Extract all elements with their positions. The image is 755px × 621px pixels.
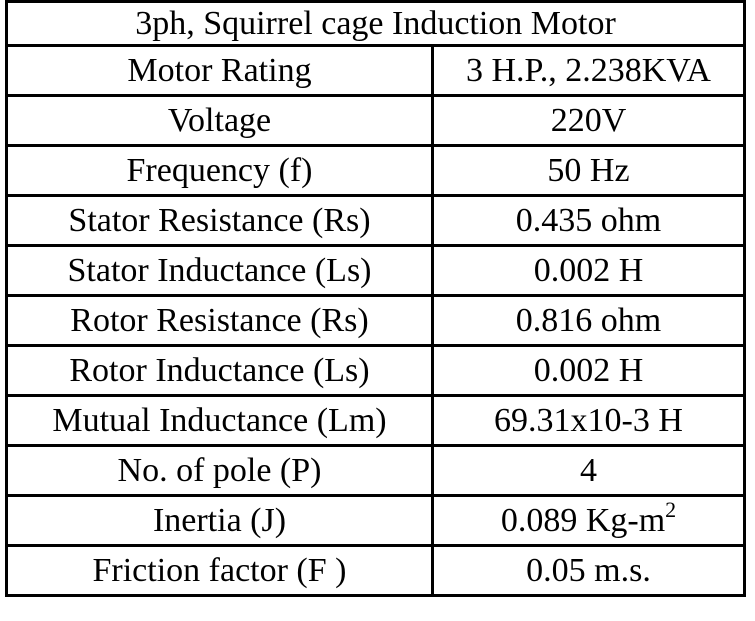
param-name: Motor Rating bbox=[5, 44, 434, 97]
param-value: 50 Hz bbox=[431, 144, 746, 197]
param-value-superscript: 2 bbox=[665, 496, 677, 522]
table-title: 3ph, Squirrel cage Induction Motor bbox=[5, 0, 746, 47]
table-row: Voltage 220V bbox=[5, 94, 746, 147]
param-value: 4 bbox=[431, 444, 746, 497]
table-title-row: 3ph, Squirrel cage Induction Motor bbox=[5, 0, 746, 47]
table-row: Stator Resistance (Rs) 0.435 ohm bbox=[5, 194, 746, 247]
param-value: 220V bbox=[431, 94, 746, 147]
param-value: 0.002 H bbox=[431, 244, 746, 297]
table-row: Motor Rating 3 H.P., 2.238KVA bbox=[5, 44, 746, 97]
param-name: Rotor Inductance (Ls) bbox=[5, 344, 434, 397]
motor-parameters-table: 3ph, Squirrel cage Induction Motor Motor… bbox=[5, 0, 746, 597]
param-name: Stator Resistance (Rs) bbox=[5, 194, 434, 247]
param-value: 0.435 ohm bbox=[431, 194, 746, 247]
param-value: 0.089 Kg-m2 bbox=[431, 494, 746, 547]
param-name: Rotor Resistance (Rs) bbox=[5, 294, 434, 347]
param-value: 3 H.P., 2.238KVA bbox=[431, 44, 746, 97]
param-name: Voltage bbox=[5, 94, 434, 147]
param-name: Stator Inductance (Ls) bbox=[5, 244, 434, 297]
param-value-text: 0.089 Kg-m bbox=[500, 501, 666, 539]
param-value: 69.31x10-3 H bbox=[431, 394, 746, 447]
param-name: Mutual Inductance (Lm) bbox=[5, 394, 434, 447]
motor-parameters-table-wrapper: 3ph, Squirrel cage Induction Motor Motor… bbox=[5, 0, 746, 597]
param-name: Frequency (f) bbox=[5, 144, 434, 197]
param-value: 0.816 ohm bbox=[431, 294, 746, 347]
table-row: Rotor Resistance (Rs) 0.816 ohm bbox=[5, 294, 746, 347]
table-row: Stator Inductance (Ls) 0.002 H bbox=[5, 244, 746, 297]
param-value: 0.002 H bbox=[431, 344, 746, 397]
table-row: No. of pole (P) 4 bbox=[5, 444, 746, 497]
param-value: 0.05 m.s. bbox=[431, 544, 746, 597]
table-row: Inertia (J) 0.089 Kg-m2 bbox=[5, 494, 746, 547]
table-row: Friction factor (F ) 0.05 m.s. bbox=[5, 544, 746, 597]
table-row: Rotor Inductance (Ls) 0.002 H bbox=[5, 344, 746, 397]
param-name: Friction factor (F ) bbox=[5, 544, 434, 597]
table-row: Mutual Inductance (Lm) 69.31x10-3 H bbox=[5, 394, 746, 447]
table-row: Frequency (f) 50 Hz bbox=[5, 144, 746, 197]
param-name: No. of pole (P) bbox=[5, 444, 434, 497]
param-name: Inertia (J) bbox=[5, 494, 434, 547]
